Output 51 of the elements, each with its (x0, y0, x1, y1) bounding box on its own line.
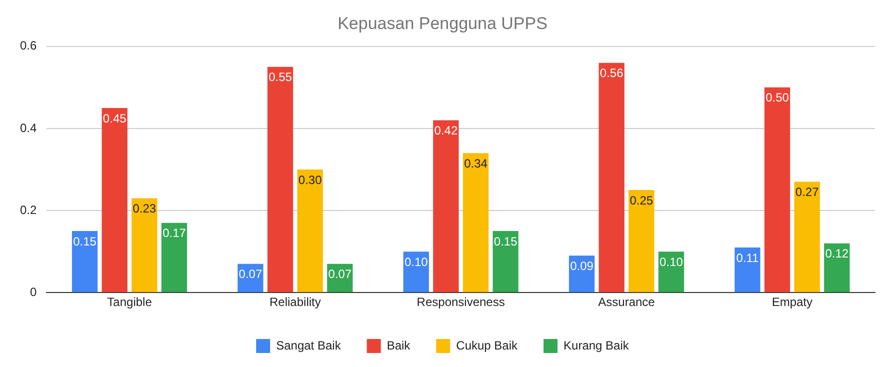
x-tick-label: Tangible (107, 295, 152, 310)
data-label: 0.56 (600, 66, 624, 80)
bar (794, 182, 820, 292)
bar (403, 252, 429, 292)
legend-label: Baik (386, 338, 412, 352)
bar (492, 231, 518, 292)
chart-title: Kepuasan Pengguna UPPS (338, 14, 548, 33)
y-tick-label: 0 (30, 284, 37, 299)
bar (462, 153, 489, 292)
data-label: 0.55 (268, 70, 292, 84)
y-tick-label: 0.2 (20, 202, 37, 217)
y-tick-label: 0.6 (20, 38, 37, 53)
bar (161, 222, 188, 292)
data-label: 0.15 (73, 234, 97, 248)
data-label: 0.50 (766, 90, 790, 105)
data-label: 0.10 (660, 254, 684, 269)
bar (824, 243, 850, 292)
bar (267, 66, 294, 292)
data-label: 0.23 (132, 202, 156, 216)
bar (132, 198, 158, 292)
legend-label: Kurang Baik (564, 338, 630, 352)
x-tick-label: Reliability (269, 295, 321, 310)
data-label: 0.12 (825, 246, 849, 261)
data-label: 0.15 (494, 234, 518, 248)
data-label: 0.07 (238, 267, 262, 282)
bar (433, 120, 459, 292)
bar (297, 170, 323, 292)
bar (658, 252, 684, 292)
data-label: 0.42 (434, 124, 458, 138)
data-label: 0.07 (328, 267, 352, 282)
data-label: 0.25 (630, 193, 654, 208)
bar (102, 108, 128, 292)
bar (734, 247, 760, 292)
x-tick-label: Empaty (772, 295, 813, 310)
bar (598, 62, 624, 292)
data-label: 0.45 (102, 111, 127, 126)
data-label: 0.09 (570, 258, 594, 273)
bar (72, 231, 98, 292)
bar (764, 87, 790, 292)
data-label: 0.10 (404, 254, 428, 269)
bar (628, 190, 654, 292)
y-tick-label: 0.4 (20, 120, 37, 135)
x-tick-label: Assurance (598, 295, 656, 310)
data-label: 0.30 (298, 172, 322, 187)
legend-label: Sangat Baik (276, 338, 342, 352)
legend-label: Cukup Baik (456, 338, 519, 352)
data-label: 0.27 (795, 185, 820, 200)
x-tick-label: Responsiveness (416, 295, 505, 310)
data-label: 0.11 (736, 250, 759, 265)
data-label: 0.17 (162, 226, 186, 240)
data-label: 0.34 (464, 156, 488, 170)
